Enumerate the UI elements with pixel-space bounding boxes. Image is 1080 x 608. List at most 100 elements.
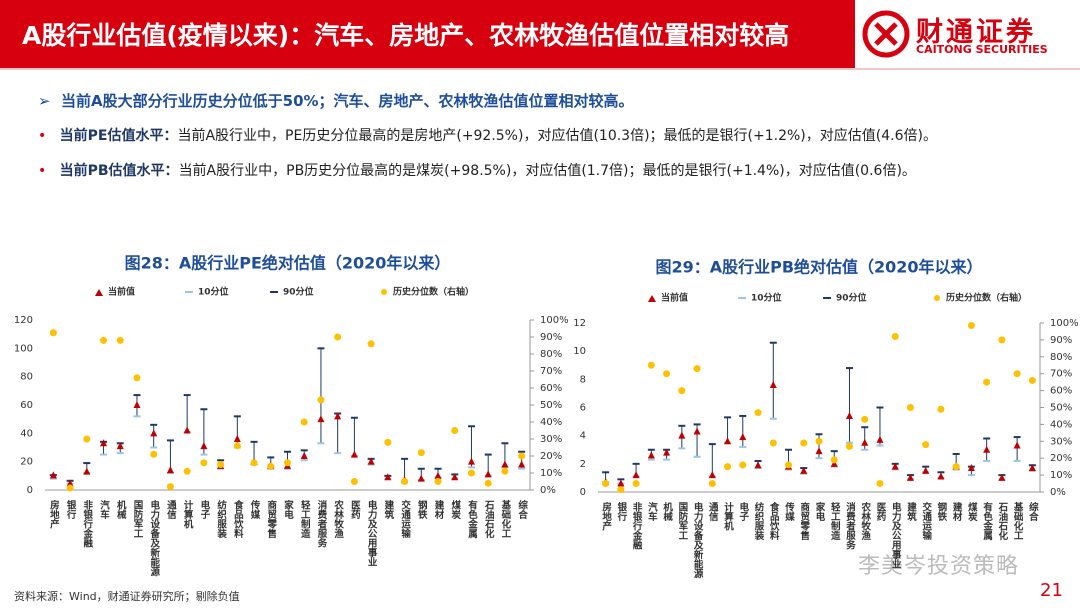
x-tick-label: 商贸零售	[798, 501, 811, 541]
x-tick-label: 纺织服装	[753, 501, 766, 541]
y2-tick-label: 20%	[1050, 453, 1072, 464]
x-tick-label: 机械	[661, 501, 673, 522]
bullet-text: 当前A股大部分行业历史分位低于50%；汽车、房地产、农林牧渔估值位置相对较高。	[61, 92, 634, 110]
y-tick-label: 40	[20, 428, 33, 439]
legend-symbol	[95, 289, 103, 296]
x-tick-label: 食品饮料	[768, 501, 781, 541]
y-tick-label: 60	[20, 400, 33, 411]
percentile-dot	[967, 322, 975, 330]
current-marker	[350, 450, 358, 458]
percentile-dot	[952, 463, 960, 471]
x-tick-label: 纺织服装	[215, 499, 228, 539]
current-marker	[906, 473, 914, 481]
current-marker	[998, 473, 1006, 481]
legend-label: 90分位	[836, 292, 867, 304]
current-marker	[451, 473, 459, 481]
x-tick-label: 银行	[615, 501, 628, 522]
percentile-dot	[200, 459, 208, 467]
percentile-dot	[317, 396, 325, 404]
chart-title: 图29：A股行业PB绝对估值（2020年以来）	[655, 258, 982, 277]
current-marker	[334, 412, 342, 420]
current-marker	[183, 426, 191, 434]
x-tick-label: 交通运输	[399, 499, 411, 539]
watermark: 李美岑投资策略	[858, 554, 1020, 579]
legend-symbol	[934, 295, 940, 301]
current-marker	[467, 457, 475, 465]
y2-tick-label: 100%	[540, 315, 569, 326]
x-tick-label: 综合	[516, 499, 528, 520]
current-marker	[724, 437, 732, 445]
percentile-dot	[891, 333, 899, 341]
percentile-dot	[602, 480, 610, 488]
percentile-dot	[678, 387, 686, 395]
current-marker	[233, 435, 241, 442]
divider	[0, 68, 1080, 70]
current-marker	[501, 460, 509, 468]
y-tick-label: 10	[573, 346, 586, 357]
charts: 图28：A股行业PE绝对估值（2020年以来）当前值 10分位 90分位 历史分位数（…	[14, 254, 1079, 579]
current-marker	[845, 411, 853, 419]
current-marker	[967, 464, 975, 472]
header-title: A股行业估值(疫情以来)：汽车、房地产、农林牧渔估值位置相对较高	[22, 21, 790, 50]
percentile-dot	[233, 442, 241, 450]
current-marker	[150, 429, 158, 437]
y2-tick-label: 70%	[1050, 369, 1072, 380]
current-marker	[434, 471, 442, 479]
x-tick-label: 建筑	[905, 501, 918, 522]
x-tick-label: 轻工制造	[299, 499, 311, 539]
header-bar: A股行业估值(疫情以来)：汽车、房地产、农林牧渔估值位置相对较高	[0, 0, 855, 68]
y2-tick-label: 60%	[540, 383, 562, 394]
x-tick-label: 计算机	[182, 499, 194, 529]
x-tick-label: 农林牧渔	[332, 499, 345, 539]
x-tick-label: 交通运输	[920, 501, 932, 541]
percentile-dot	[501, 467, 509, 475]
y-tick-label: 6	[580, 403, 586, 414]
percentile-dot	[49, 329, 57, 337]
legend-label: 10分位	[751, 292, 782, 304]
percentile-dot	[150, 450, 158, 458]
percentile-dot	[830, 456, 838, 464]
x-tick-label: 传媒	[249, 499, 262, 520]
current-marker	[518, 460, 526, 468]
x-tick-label: 通信	[707, 502, 719, 522]
x-tick-label: 房地产	[48, 499, 60, 529]
current-marker	[876, 435, 884, 443]
percentile-dot	[1028, 376, 1036, 384]
x-tick-label: 基础化工	[499, 499, 512, 538]
bullet: ➢ 当前A股大部分行业历史分位低于50%；汽车、房地产、农林牧渔估值位置相对较高…	[38, 92, 634, 110]
y-tick-label: 100	[14, 343, 33, 354]
current-marker	[166, 466, 174, 474]
percentile-dot	[384, 438, 392, 446]
percentile-dot	[632, 480, 640, 488]
x-tick-label: 农林牧渔	[859, 501, 872, 541]
percentile-dot	[1013, 370, 1021, 378]
bullet-label: 当前PB估值水平：	[59, 163, 179, 179]
percentile-dot	[284, 459, 291, 467]
x-tick-label: 通信	[165, 500, 177, 520]
x-tick-label: 有色金属	[466, 499, 479, 539]
current-marker	[815, 447, 823, 455]
y2-tick-label: 80%	[1050, 352, 1072, 363]
x-tick-label: 电力设备及新能源	[692, 501, 705, 579]
percentile-dot	[769, 439, 777, 447]
y-tick-label: 0	[27, 485, 33, 496]
percentile-dot	[724, 463, 732, 471]
y2-tick-label: 40%	[540, 417, 562, 428]
x-tick-label: 国防军工	[676, 502, 688, 540]
y-tick-label: 80	[20, 372, 33, 383]
x-tick-label: 银行	[65, 499, 78, 520]
x-tick-label: 消费者服务	[844, 501, 857, 550]
page-number: 21	[1040, 580, 1063, 601]
percentile-dot	[484, 479, 492, 487]
x-tick-label: 非银行金融	[81, 499, 94, 548]
current-marker	[800, 466, 808, 474]
y-tick-label: 120	[14, 315, 33, 326]
x-tick-label: 电子	[737, 501, 749, 522]
x-tick-label: 建筑	[382, 499, 395, 520]
percentile-dot	[647, 361, 655, 369]
x-tick-label: 家电	[282, 499, 294, 520]
current-marker	[617, 479, 625, 487]
y2-tick-label: 0%	[1050, 487, 1066, 498]
percentile-dot	[983, 378, 991, 386]
current-marker	[632, 471, 640, 479]
